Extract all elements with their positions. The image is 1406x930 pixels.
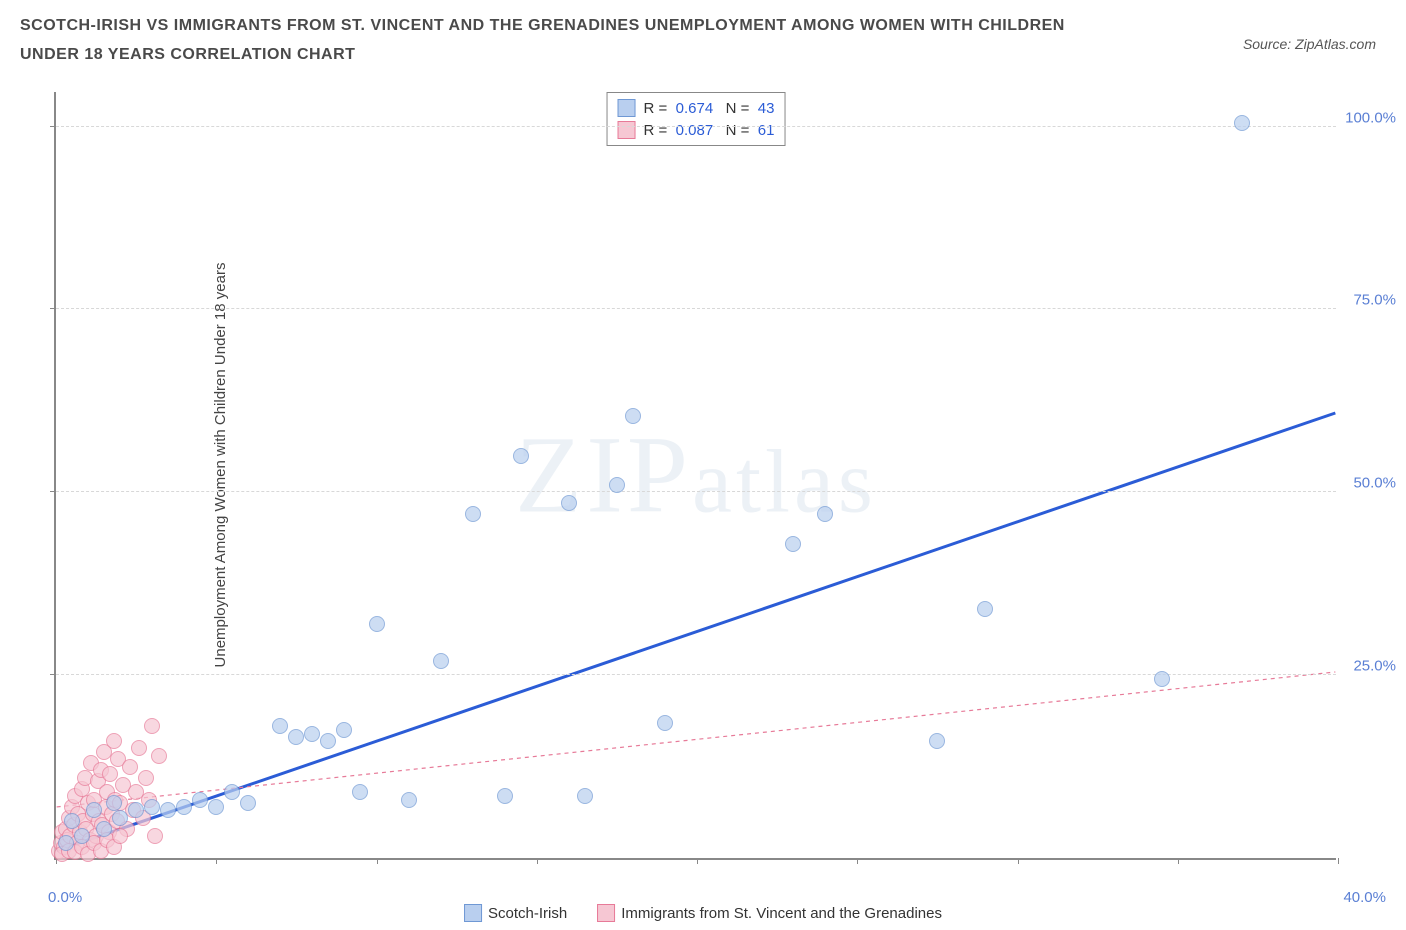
- data-point: [1234, 115, 1250, 131]
- data-point: [122, 759, 138, 775]
- data-point: [112, 810, 128, 826]
- data-point: [561, 495, 577, 511]
- y-tick-label: 25.0%: [1353, 658, 1396, 675]
- data-point: [609, 477, 625, 493]
- data-point: [58, 835, 74, 851]
- legend-swatch: [618, 99, 636, 117]
- data-point: [336, 722, 352, 738]
- gridline: [56, 674, 1336, 675]
- data-point: [1154, 671, 1170, 687]
- plot-area: ZIPatlas R = 0.674 N = 43R = 0.087 N = 6…: [54, 92, 1336, 860]
- data-point: [977, 601, 993, 617]
- data-point: [288, 729, 304, 745]
- data-point: [74, 828, 90, 844]
- data-point: [106, 733, 122, 749]
- data-point: [138, 770, 154, 786]
- data-point: [817, 506, 833, 522]
- legend-item: Immigrants from St. Vincent and the Gren…: [597, 904, 942, 922]
- series-legend: Scotch-Irish Immigrants from St. Vincent …: [464, 904, 942, 922]
- y-tick-label: 100.0%: [1345, 109, 1396, 126]
- data-point: [240, 795, 256, 811]
- legend-series-label: Scotch-Irish: [488, 905, 567, 922]
- data-point: [147, 828, 163, 844]
- data-point: [465, 506, 481, 522]
- data-point: [86, 802, 102, 818]
- legend-swatch: [464, 904, 482, 922]
- data-point: [497, 788, 513, 804]
- legend-swatch: [618, 121, 636, 139]
- legend-stats-text: R = 0.087 N = 61: [644, 122, 775, 139]
- legend-row: R = 0.674 N = 43: [618, 97, 775, 119]
- data-point: [64, 813, 80, 829]
- data-point: [785, 536, 801, 552]
- data-point: [625, 408, 641, 424]
- y-tick-label: 75.0%: [1353, 292, 1396, 309]
- data-point: [112, 828, 128, 844]
- legend-series-label: Immigrants from St. Vincent and the Gren…: [621, 905, 942, 922]
- data-point: [151, 748, 167, 764]
- y-tick-label: 50.0%: [1353, 475, 1396, 492]
- data-point: [304, 726, 320, 742]
- data-point: [320, 733, 336, 749]
- data-point: [513, 448, 529, 464]
- legend-stats-text: R = 0.674 N = 43: [644, 100, 775, 117]
- data-point: [224, 784, 240, 800]
- data-point: [160, 802, 176, 818]
- legend-swatch: [597, 904, 615, 922]
- x-origin-label: 0.0%: [48, 889, 82, 906]
- data-point: [433, 653, 449, 669]
- gridline: [56, 308, 1336, 309]
- data-point: [131, 740, 147, 756]
- data-point: [577, 788, 593, 804]
- chart-title: SCOTCH-IRISH VS IMMIGRANTS FROM ST. VINC…: [20, 12, 1120, 70]
- data-point: [176, 799, 192, 815]
- data-point: [144, 799, 160, 815]
- legend-item: Scotch-Irish: [464, 904, 567, 922]
- stats-legend: R = 0.674 N = 43 R = 0.087 N = 61: [607, 92, 786, 146]
- data-point: [96, 821, 112, 837]
- gridline: [56, 126, 1336, 127]
- data-point: [352, 784, 368, 800]
- data-point: [369, 616, 385, 632]
- data-point: [128, 802, 144, 818]
- x-end-label: 40.0%: [1343, 889, 1386, 906]
- source-label: Source: ZipAtlas.com: [1243, 36, 1376, 52]
- data-point: [929, 733, 945, 749]
- legend-row: R = 0.087 N = 61: [618, 119, 775, 141]
- trend-lines: [56, 92, 1336, 858]
- data-point: [272, 718, 288, 734]
- data-point: [208, 799, 224, 815]
- data-point: [657, 715, 673, 731]
- data-point: [144, 718, 160, 734]
- gridline: [56, 491, 1336, 492]
- data-point: [192, 792, 208, 808]
- data-point: [401, 792, 417, 808]
- data-point: [106, 795, 122, 811]
